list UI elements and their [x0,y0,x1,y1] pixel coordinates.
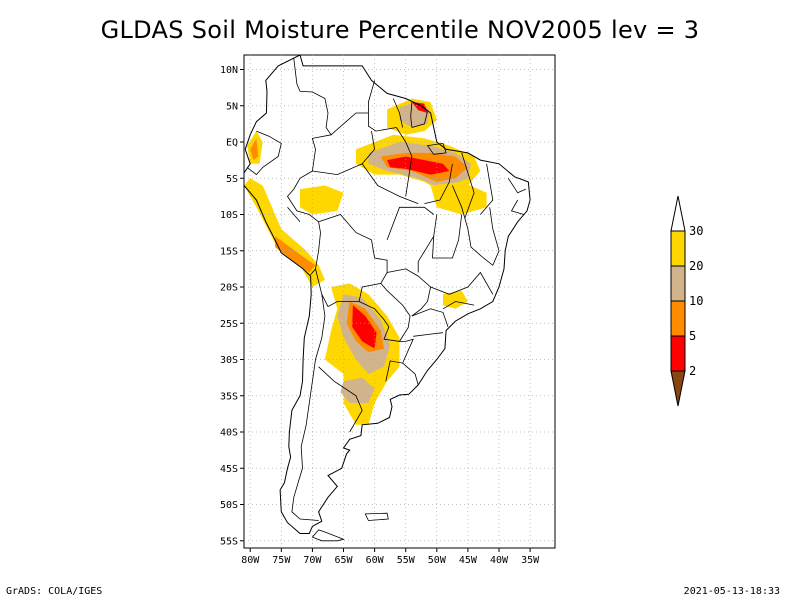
border-line [392,98,403,128]
border-line [442,301,475,310]
lat-tick-label: 35S [220,391,238,402]
anomaly-colombia-orange [250,138,259,161]
border-line [411,308,449,328]
anomaly-layer [244,98,487,425]
legend-swatch [670,300,686,337]
lon-tick-label: 45W [459,555,478,566]
lat-tick-label: 15S [220,246,238,257]
lat-tick-label: 25S [220,319,238,330]
anomaly-amazon-east-red [387,156,450,175]
footer-timestamp: 2021-05-13-18:33 [683,586,780,597]
legend-swatch [670,230,686,267]
anomaly-brazil-ne-yellow [430,181,487,215]
lon-tick-label: 75W [272,555,291,566]
island-outline [426,142,447,155]
anomaly-brazil-central-yellow [443,290,468,309]
axis-ticks: 10N 5N EQ 5S 10S 15S 20S 25S 30S 35S 40S 45S 50S 55S8… [220,65,540,566]
lat-tick-label: 5N [226,101,238,112]
anomaly-peru-inland-yellow [300,185,344,215]
lon-tick-label: 70W [303,555,322,566]
border-line [402,362,419,386]
legend-threshold-label: 10 [689,294,703,308]
anomaly-peru-coast-orange [275,236,316,273]
legend-swatch [670,335,686,372]
border-line [452,185,500,266]
border-line [246,130,282,176]
border-line [413,332,444,337]
border-line [432,214,463,259]
lat-tick-label: 50S [220,500,238,511]
legend-threshold-label: 20 [689,259,703,273]
border-line [430,271,494,295]
lon-tick-label: 80W [241,555,260,566]
border-line [293,58,332,172]
lon-tick-label: 40W [490,555,509,566]
lat-tick-label: 30S [220,355,238,366]
legend-swatch [670,265,686,302]
border-line [461,152,475,219]
border-line [396,127,413,197]
anomaly-guiana-red [411,102,428,113]
border-line [410,102,413,128]
island-outline [311,529,345,542]
lon-tick-label: 50W [428,555,447,566]
border-line [312,163,419,204]
border-line [510,199,525,215]
border-line [330,112,369,136]
anomaly-pampas-tan [340,377,375,403]
border-line [318,366,363,433]
legend-threshold-label: 5 [689,329,696,343]
legend-bottom-arrow [670,370,686,407]
anomaly-paraguay-red [352,305,377,349]
lat-tick-label: EQ [226,138,238,149]
coastline [244,55,531,534]
border-line [287,170,321,275]
border-line [361,131,376,165]
lon-tick-label: 35W [521,555,540,566]
island-outline [364,512,389,521]
lat-tick-label: 55S [220,536,238,547]
lat-tick-label: 20S [220,283,238,294]
border-line [480,163,494,215]
legend-threshold-label: 30 [689,224,703,238]
border-line [411,111,428,128]
lat-tick-label: 5S [226,174,238,185]
legend-threshold-label: 2 [689,364,696,378]
map-title: GLDAS Soil Moisture Percentile NOV2005 l… [100,16,700,44]
border-line [385,338,414,382]
border-line [367,80,397,132]
border-line [507,178,526,194]
lat-tick-label: 40S [220,428,238,439]
border-line [386,206,434,241]
lat-tick-label: 10S [220,210,238,221]
lon-tick-label: 60W [366,555,385,566]
border-line [417,236,435,273]
footer-credit: GrADS: COLA/IGES [6,586,103,597]
coastline-layer [244,55,531,542]
lat-tick-label: 45S [220,464,238,475]
lon-tick-label: 65W [334,555,353,566]
lon-tick-label: 55W [397,555,416,566]
legend-top-arrow [670,195,686,232]
border-line [287,207,301,223]
colorbar-legend: 30 20 10 5 2 [670,195,703,407]
border-line [291,294,326,521]
lat-tick-label: 10N [220,65,238,76]
border-line [424,163,453,204]
